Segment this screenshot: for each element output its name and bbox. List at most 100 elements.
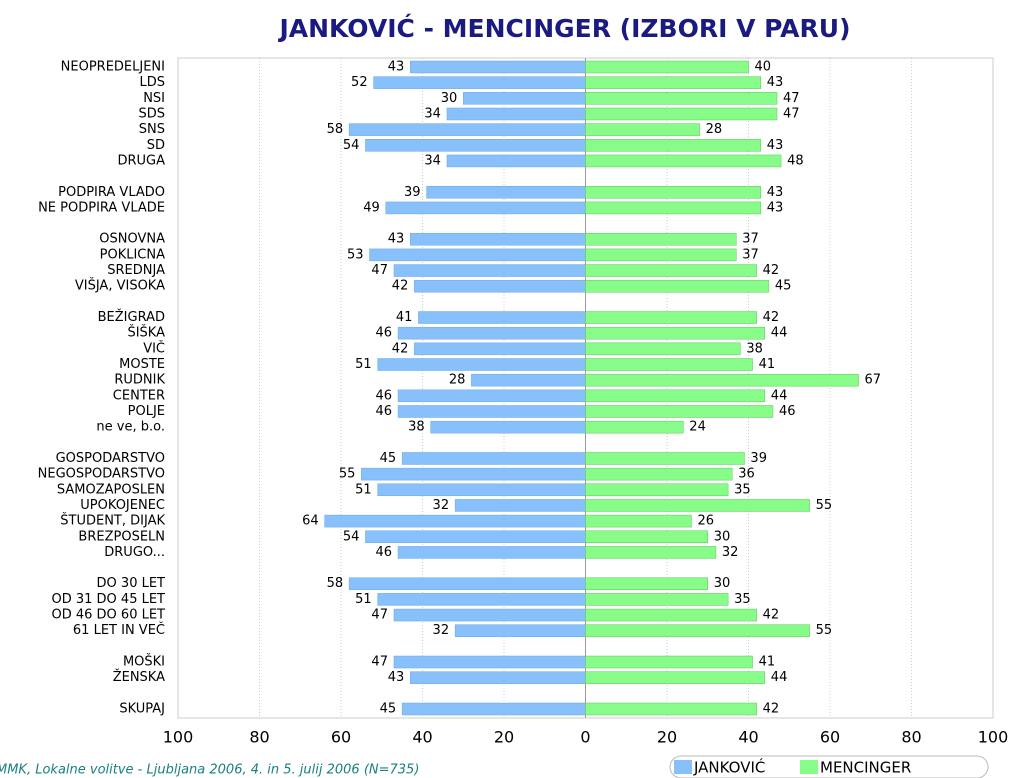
value-label: 32 [433,498,450,513]
bar [348,577,586,590]
bar [410,232,586,246]
value-label: 48 [787,153,804,168]
value-label: 43 [767,200,784,215]
value-label: 37 [742,247,759,262]
category-label: LDS [139,75,165,90]
legend-label: MENCINGER [820,759,911,777]
bar [361,467,586,481]
bar [585,483,729,497]
value-label: 34 [424,153,441,168]
value-label: 46 [376,326,393,341]
bar [585,264,757,277]
value-label: 45 [380,451,397,466]
bar [585,60,749,74]
bar [585,279,770,293]
value-label: 43 [388,60,405,75]
bar [369,248,586,262]
legend-swatch [674,760,692,774]
category-label: OSNOVNA [99,232,165,247]
category-label: NSI [143,91,165,106]
x-tick-label: 80 [249,728,269,747]
category-label: SD [147,138,165,153]
source: MMK, Lokalne volitve - Ljubljana 2006, 4… [0,763,419,778]
value-label: 45 [775,279,792,294]
value-label: 47 [371,263,388,278]
bar [463,92,586,105]
bar [585,530,708,544]
value-label: 51 [355,482,372,497]
bar [585,452,745,465]
x-tick-label: 100 [163,728,194,747]
value-label: 58 [327,576,344,591]
value-label: 39 [404,185,421,200]
value-label: 43 [388,670,405,685]
bar [585,702,757,716]
bar [454,499,586,512]
value-label: 28 [449,373,466,388]
value-label: 51 [355,592,372,607]
category-label: OD 31 DO 45 LET [52,592,166,607]
category-label: VIČ [143,340,165,356]
value-label: 32 [722,545,739,560]
category-label: BREZPOSELN [78,529,165,544]
value-label: 35 [734,482,751,497]
value-label: 46 [376,404,393,419]
value-label: 34 [424,106,441,121]
bar [585,232,737,246]
bar [585,326,766,340]
value-label: 47 [783,91,800,106]
value-label: 54 [343,529,360,544]
value-label: 64 [302,514,319,529]
bar [410,671,586,684]
x-tick-label: 100 [978,728,1009,747]
category-label: SDS [138,106,165,121]
value-label: 43 [388,232,405,247]
category-label: NEGOSPODARSTVO [38,467,165,482]
category-label: DRUGO... [104,545,165,560]
category-label: ŽENSKA [113,669,165,685]
bar [348,123,586,136]
bar [585,154,782,168]
bar [585,420,684,434]
value-label: 30 [441,91,458,106]
value-label: 35 [734,592,751,607]
bar [585,358,753,371]
bar [585,107,778,121]
value-label: 67 [865,373,882,388]
value-label: 42 [392,279,409,294]
bar [454,624,586,637]
bar [585,248,737,262]
bar [585,546,717,559]
value-label: 41 [759,357,776,372]
bar [373,76,586,89]
bar [426,186,586,199]
value-label: 38 [408,420,425,435]
category-label: POKLICNA [100,247,165,262]
value-label: 55 [816,498,833,513]
bar [414,279,586,293]
category-label: OD 46 DO 60 LET [52,608,166,623]
bar [418,311,586,324]
category-label: RUDNIK [114,373,165,388]
x-tick-label: 80 [901,728,921,747]
value-label: 44 [771,670,788,685]
value-label: 43 [767,138,784,153]
bar [585,389,766,403]
bar [585,201,761,215]
category-label: SNS [139,122,165,137]
value-label: 42 [763,263,780,278]
value-label: 43 [767,185,784,200]
bar [430,420,586,434]
category-label: POLJE [128,404,165,419]
bar [414,342,586,356]
bar [446,107,586,121]
category-label: NE PODPIRA VLADE [38,200,165,215]
bar [585,671,766,684]
value-label: 42 [392,341,409,356]
category-label: ŠTUDENT, DIJAK [60,513,165,529]
value-label: 44 [771,326,788,341]
category-label: PODPIRA VLADO [58,185,165,200]
value-label: 43 [767,75,784,90]
bar [585,76,761,89]
